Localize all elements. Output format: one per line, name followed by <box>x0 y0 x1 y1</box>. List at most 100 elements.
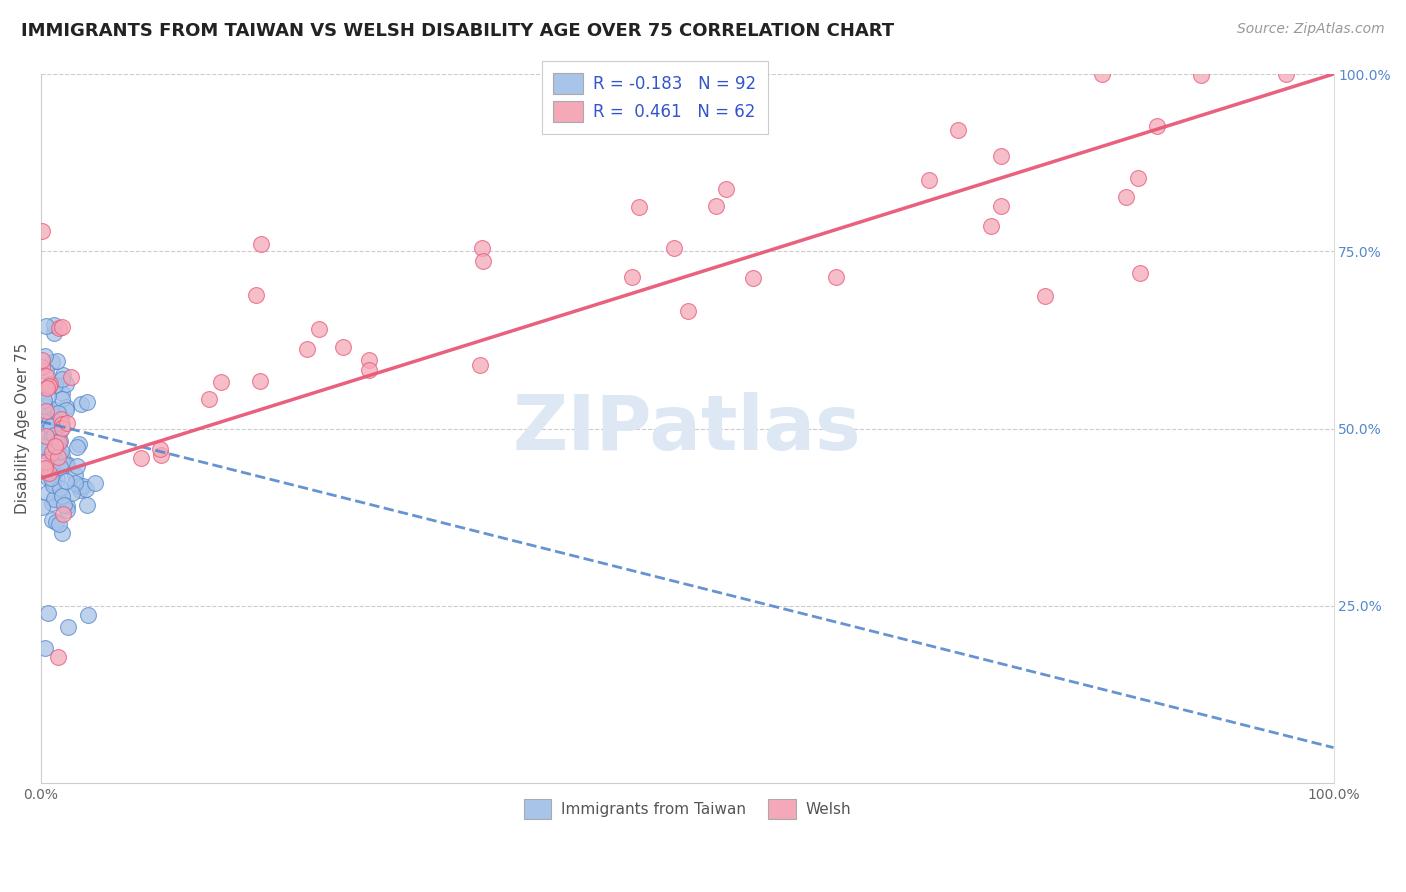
Point <box>51 386 73 401</box>
Point <box>41 428 63 442</box>
Point <box>31 500 53 514</box>
Point <box>1090 67 1112 81</box>
Point <box>55 376 77 391</box>
Point <box>56 502 79 516</box>
Point <box>42 428 65 442</box>
Point <box>31 439 53 453</box>
Point <box>990 149 1012 163</box>
Point <box>49 434 72 448</box>
Point <box>39 470 62 484</box>
Point <box>45 472 67 486</box>
Point <box>51 319 73 334</box>
Point <box>55 458 77 473</box>
Point <box>51 421 73 435</box>
Point <box>42 448 65 462</box>
Point <box>35 455 58 469</box>
Point <box>55 401 77 415</box>
Point <box>149 442 172 456</box>
Point <box>38 403 60 417</box>
Point <box>250 237 273 252</box>
Point <box>34 463 56 477</box>
Point <box>49 411 72 425</box>
Point <box>41 355 63 369</box>
Point <box>41 513 63 527</box>
Point <box>65 440 87 454</box>
Point <box>51 449 73 463</box>
Point <box>63 476 86 491</box>
Point <box>65 468 87 483</box>
Point <box>51 489 73 503</box>
Point <box>620 270 643 285</box>
Point <box>1115 190 1137 204</box>
Y-axis label: Disability Age Over 75: Disability Age Over 75 <box>15 343 30 514</box>
Point <box>83 475 105 490</box>
Point <box>295 342 318 356</box>
Point <box>56 620 79 634</box>
Point <box>1129 266 1152 280</box>
Point <box>471 241 494 255</box>
Point <box>44 378 66 392</box>
Point <box>69 483 91 498</box>
Point <box>31 224 53 238</box>
Point <box>824 269 846 284</box>
Point <box>42 326 65 341</box>
Point <box>59 369 82 384</box>
Point <box>67 436 90 450</box>
Point <box>51 372 73 386</box>
Point <box>198 392 221 407</box>
Point <box>245 288 267 302</box>
Point <box>38 415 60 429</box>
Point <box>35 404 58 418</box>
Point <box>41 496 63 510</box>
Point <box>37 424 59 438</box>
Point <box>49 492 72 507</box>
Point <box>41 478 63 492</box>
Point <box>31 399 53 413</box>
Point <box>46 406 69 420</box>
Point <box>48 481 70 495</box>
Point <box>48 517 70 532</box>
Point <box>49 460 72 475</box>
Point <box>55 402 77 417</box>
Point <box>76 498 98 512</box>
Text: IMMIGRANTS FROM TAIWAN VS WELSH DISABILITY AGE OVER 75 CORRELATION CHART: IMMIGRANTS FROM TAIWAN VS WELSH DISABILI… <box>21 22 894 40</box>
Point <box>48 434 70 449</box>
Point <box>45 354 67 368</box>
Point <box>53 499 76 513</box>
Point <box>31 359 53 374</box>
Point <box>308 321 330 335</box>
Point <box>359 363 381 377</box>
Point <box>918 173 941 187</box>
Point <box>75 482 97 496</box>
Point <box>55 474 77 488</box>
Point <box>38 434 60 449</box>
Point <box>56 417 79 431</box>
Point <box>41 456 63 470</box>
Point <box>42 492 65 507</box>
Point <box>627 200 650 214</box>
Point <box>38 379 60 393</box>
Point <box>34 461 56 475</box>
Point <box>714 182 737 196</box>
Point <box>35 318 58 333</box>
Point <box>70 397 93 411</box>
Point <box>67 479 90 493</box>
Point <box>742 270 765 285</box>
Point <box>38 440 60 454</box>
Point <box>65 459 87 474</box>
Point <box>48 448 70 462</box>
Point <box>72 479 94 493</box>
Point <box>472 254 495 268</box>
Point <box>357 353 380 368</box>
Point <box>32 442 55 457</box>
Point <box>34 641 56 656</box>
Point <box>52 507 75 521</box>
Point <box>42 442 65 457</box>
Point <box>1275 67 1298 81</box>
Legend: Immigrants from Taiwan, Welsh: Immigrants from Taiwan, Welsh <box>517 793 856 825</box>
Point <box>46 649 69 664</box>
Point <box>37 381 59 395</box>
Point <box>332 340 354 354</box>
Point <box>1126 170 1149 185</box>
Point <box>44 318 66 332</box>
